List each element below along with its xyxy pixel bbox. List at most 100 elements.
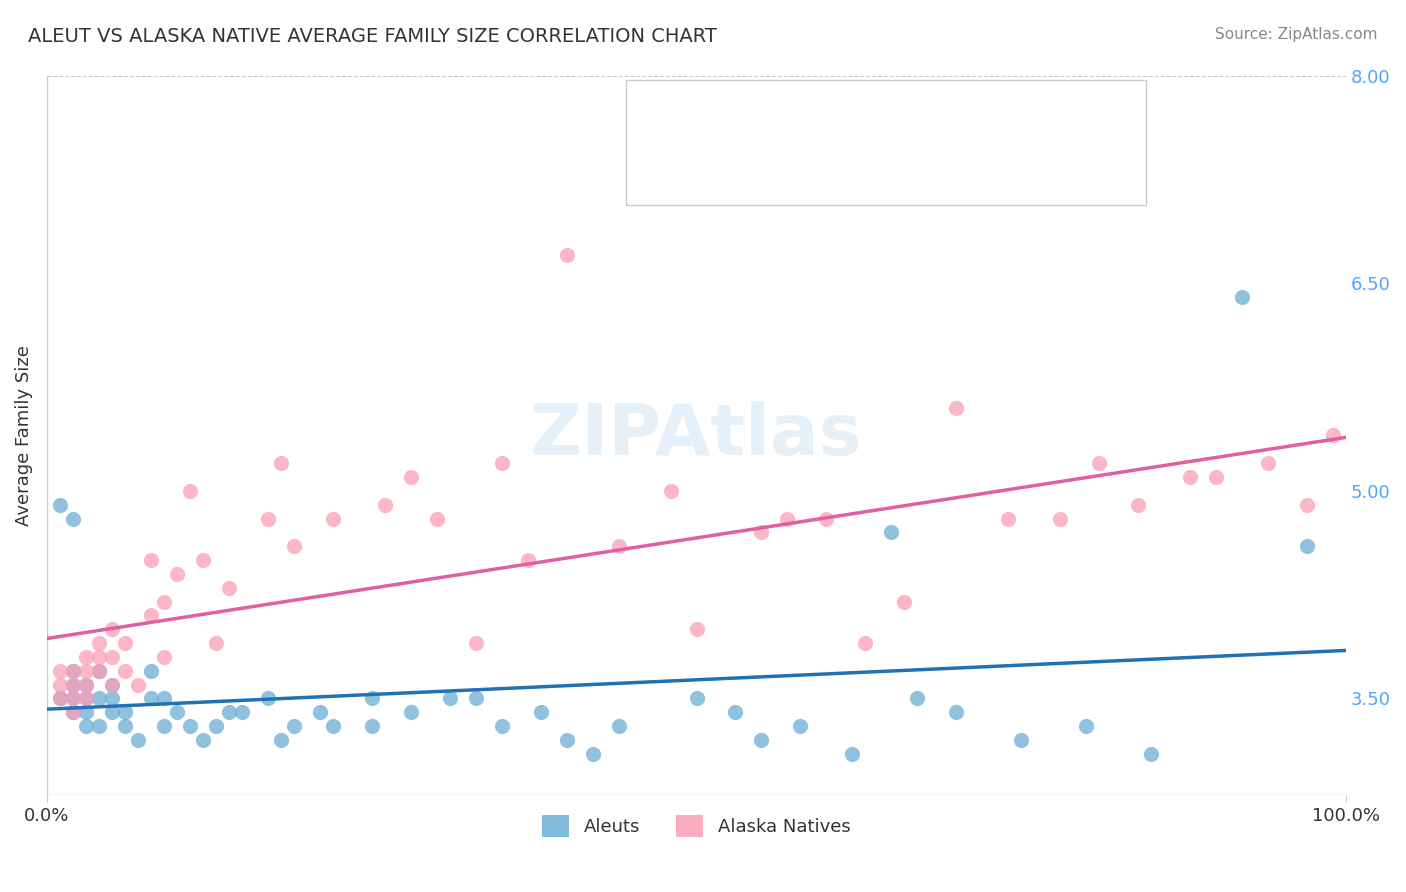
Bar bbox=[651, 101, 699, 137]
Point bbox=[945, 401, 967, 415]
Point bbox=[114, 719, 136, 733]
Point bbox=[751, 525, 773, 540]
Point bbox=[87, 664, 110, 678]
Point bbox=[1180, 470, 1202, 484]
Point bbox=[1088, 456, 1111, 470]
Point bbox=[87, 664, 110, 678]
Point bbox=[62, 678, 84, 692]
Point bbox=[101, 678, 124, 692]
Point bbox=[87, 636, 110, 650]
Point bbox=[1296, 539, 1319, 553]
Point bbox=[49, 498, 72, 512]
Point bbox=[101, 650, 124, 665]
Point bbox=[1257, 456, 1279, 470]
Point bbox=[179, 483, 201, 498]
Point bbox=[153, 650, 176, 665]
Point bbox=[997, 511, 1019, 525]
Bar bbox=[651, 146, 699, 184]
Point bbox=[75, 678, 97, 692]
Text: Source: ZipAtlas.com: Source: ZipAtlas.com bbox=[1215, 27, 1378, 42]
Text: ZIPAtlas: ZIPAtlas bbox=[530, 401, 863, 470]
Point bbox=[945, 706, 967, 720]
Point bbox=[426, 511, 449, 525]
Point bbox=[855, 636, 877, 650]
Point bbox=[581, 747, 603, 761]
Point bbox=[139, 691, 162, 706]
Point bbox=[685, 622, 707, 636]
Point bbox=[270, 733, 292, 747]
Point bbox=[685, 691, 707, 706]
Point bbox=[101, 691, 124, 706]
Point bbox=[659, 483, 682, 498]
Point bbox=[75, 664, 97, 678]
Point bbox=[62, 511, 84, 525]
Point bbox=[1010, 733, 1032, 747]
Point bbox=[399, 706, 422, 720]
Point bbox=[127, 733, 149, 747]
Point bbox=[322, 719, 344, 733]
Point bbox=[191, 733, 214, 747]
Text: R = 0.427: R = 0.427 bbox=[718, 158, 808, 177]
Point bbox=[360, 719, 382, 733]
Point bbox=[114, 636, 136, 650]
Point bbox=[139, 608, 162, 623]
Point bbox=[75, 650, 97, 665]
Point bbox=[1049, 511, 1071, 525]
Point bbox=[75, 706, 97, 720]
Point bbox=[308, 706, 330, 720]
Point bbox=[62, 706, 84, 720]
Text: N = 58: N = 58 bbox=[924, 112, 987, 130]
Point bbox=[231, 706, 253, 720]
Point bbox=[87, 691, 110, 706]
Point bbox=[153, 594, 176, 608]
Point bbox=[87, 719, 110, 733]
Point bbox=[75, 691, 97, 706]
Point bbox=[49, 691, 72, 706]
Point bbox=[49, 678, 72, 692]
Point bbox=[218, 581, 240, 595]
Point bbox=[893, 594, 915, 608]
Text: N = 58: N = 58 bbox=[924, 158, 987, 177]
Point bbox=[529, 706, 551, 720]
Legend: Aleuts, Alaska Natives: Aleuts, Alaska Natives bbox=[536, 807, 858, 844]
Point bbox=[751, 733, 773, 747]
Point bbox=[114, 664, 136, 678]
Point bbox=[399, 470, 422, 484]
Point bbox=[1205, 470, 1227, 484]
Point bbox=[166, 566, 188, 581]
Point bbox=[139, 664, 162, 678]
Point bbox=[101, 706, 124, 720]
Point bbox=[491, 456, 513, 470]
Point bbox=[87, 650, 110, 665]
Point bbox=[464, 636, 486, 650]
Point bbox=[1128, 498, 1150, 512]
Point bbox=[607, 719, 630, 733]
Point bbox=[1322, 428, 1344, 442]
Point bbox=[75, 691, 97, 706]
Point bbox=[62, 691, 84, 706]
Point bbox=[127, 678, 149, 692]
Point bbox=[179, 719, 201, 733]
Point bbox=[283, 539, 305, 553]
Point bbox=[1230, 290, 1253, 304]
Point bbox=[256, 691, 278, 706]
Point bbox=[905, 691, 928, 706]
Point bbox=[166, 706, 188, 720]
Point bbox=[62, 691, 84, 706]
Text: R = 0.283: R = 0.283 bbox=[718, 112, 808, 130]
Y-axis label: Average Family Size: Average Family Size bbox=[15, 345, 32, 526]
Point bbox=[218, 706, 240, 720]
Point bbox=[322, 511, 344, 525]
Point bbox=[464, 691, 486, 706]
Point bbox=[607, 539, 630, 553]
Point bbox=[153, 691, 176, 706]
Point bbox=[191, 553, 214, 567]
Point bbox=[880, 525, 903, 540]
Point bbox=[776, 511, 799, 525]
Point bbox=[62, 664, 84, 678]
Point bbox=[270, 456, 292, 470]
Point bbox=[439, 691, 461, 706]
Point bbox=[62, 664, 84, 678]
Point bbox=[283, 719, 305, 733]
Text: ALEUT VS ALASKA NATIVE AVERAGE FAMILY SIZE CORRELATION CHART: ALEUT VS ALASKA NATIVE AVERAGE FAMILY SI… bbox=[28, 27, 717, 45]
